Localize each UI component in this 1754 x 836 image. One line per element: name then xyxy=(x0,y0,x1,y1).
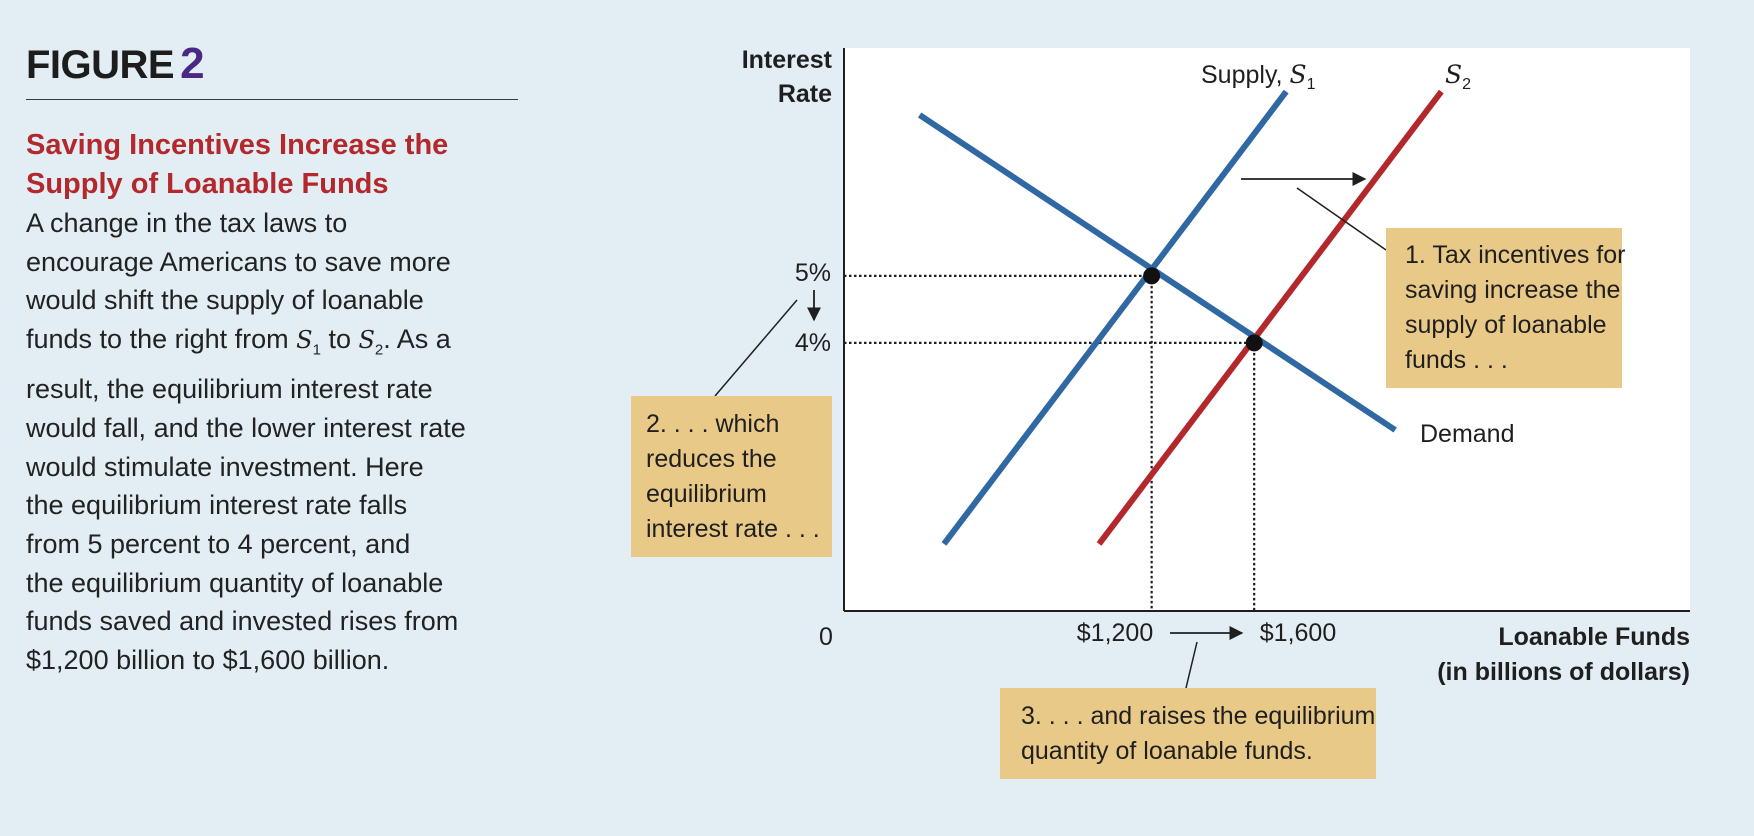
guide-lines xyxy=(844,274,1256,611)
supply2-label-var: S xyxy=(1445,60,1462,89)
annotation-box-1: 1. Tax incentives for saving increase th… xyxy=(1386,228,1625,388)
callout-leader xyxy=(1185,641,1198,689)
caption-variable: S xyxy=(296,326,313,355)
caption-line: would shift the supply of loanable xyxy=(26,285,424,316)
figure-heading: FIGURE 2 xyxy=(26,38,518,91)
caption-line: would fall, and the lower interest rate xyxy=(26,412,466,443)
x-axis-label-line1: Loanable Funds xyxy=(1498,623,1690,651)
callout-leader xyxy=(714,299,798,397)
supply2-curve xyxy=(1096,89,1444,546)
supply2-label-sub: 2 xyxy=(1462,76,1471,93)
heading-rule xyxy=(26,99,518,100)
caption-title-line: Supply of Loanable Funds xyxy=(26,168,389,200)
caption-line: the equilibrium interest rate falls xyxy=(26,490,408,521)
annotation-line: supply of loanable xyxy=(1405,311,1607,339)
annotation-box-bg xyxy=(1386,228,1622,388)
annotation-box-2: 2. . . . which reduces the equilibrium i… xyxy=(631,396,832,557)
x-axis-label-line2: (in billions of dollars) xyxy=(1437,658,1690,686)
equilibrium-point xyxy=(1143,267,1161,285)
caption-body: A change in the tax laws to encourage Ame… xyxy=(26,204,518,680)
annotation-box-bg xyxy=(631,396,832,557)
annotation-line: quantity of loanable funds. xyxy=(1021,737,1313,765)
y-axis-label-line1: Interest xyxy=(742,46,833,74)
caption-line: would stimulate investment. Here xyxy=(26,451,424,482)
caption-line: funds saved and invested rises from xyxy=(26,606,459,637)
demand-label: Demand xyxy=(1420,420,1515,448)
caption-variable: S xyxy=(358,326,375,355)
x-tick-label: $1,600 xyxy=(1260,619,1336,647)
origin-label: 0 xyxy=(819,623,833,651)
caption-line: funds to the right from S1 to S2. As a xyxy=(26,324,451,359)
caption-line: from 5 percent to 4 percent, and xyxy=(26,529,411,560)
caption-title-line: Saving Incentives Increase the xyxy=(26,129,449,161)
figure-number: 2 xyxy=(180,39,205,88)
annotation-line: saving increase the xyxy=(1405,276,1620,304)
supply1-label-text: Supply, xyxy=(1201,61,1289,89)
annotation-line: 3. . . . and raises the equilibrium xyxy=(1021,702,1375,730)
caption-line: encourage Americans to save more xyxy=(26,246,451,277)
annotation-line: 1. Tax incentives for xyxy=(1405,241,1625,269)
supply1-curve xyxy=(941,89,1289,546)
annotation-line: interest rate . . . xyxy=(646,515,820,543)
annotation-box-bg xyxy=(1000,688,1376,779)
y-axis-label-line2: Rate xyxy=(778,80,832,108)
caption-line: $1,200 billion to $1,600 billion. xyxy=(26,645,390,676)
caption-line: result, the equilibrium interest rate xyxy=(26,374,433,405)
annotation-line: 2. . . . which xyxy=(646,410,779,438)
caption-subscript: 2 xyxy=(374,341,384,359)
annotation-line: reduces the xyxy=(646,445,777,473)
annotation-box-3: 3. . . . and raises the equilibrium quan… xyxy=(1000,688,1376,779)
supply1-label: Supply, S1 xyxy=(1201,60,1316,93)
x-tick-label: $1,200 xyxy=(1077,619,1153,647)
caption-panel: FIGURE 2 Saving Incentives Increase the S… xyxy=(26,38,518,680)
caption-line: the equilibrium quantity of loanable xyxy=(26,567,444,598)
supply1-label-sub: 1 xyxy=(1307,76,1316,93)
annotation-line: funds . . . xyxy=(1405,346,1508,374)
annotation-line: equilibrium xyxy=(646,480,767,508)
y-tick-label: 4% xyxy=(795,329,831,357)
callout-leader xyxy=(1296,187,1387,251)
equilibrium-point xyxy=(1245,334,1263,352)
equilibrium-points xyxy=(1143,267,1263,352)
supply1-label-var: S xyxy=(1289,60,1306,89)
supply2-label: S2 xyxy=(1445,60,1471,93)
y-tick-label: 5% xyxy=(795,259,831,287)
caption-title: Saving Incentives Increase the Supply of… xyxy=(26,126,518,204)
caption-subscript: 1 xyxy=(312,341,321,359)
figure-label: FIGURE xyxy=(26,43,175,87)
caption-line: A change in the tax laws to xyxy=(26,208,348,238)
